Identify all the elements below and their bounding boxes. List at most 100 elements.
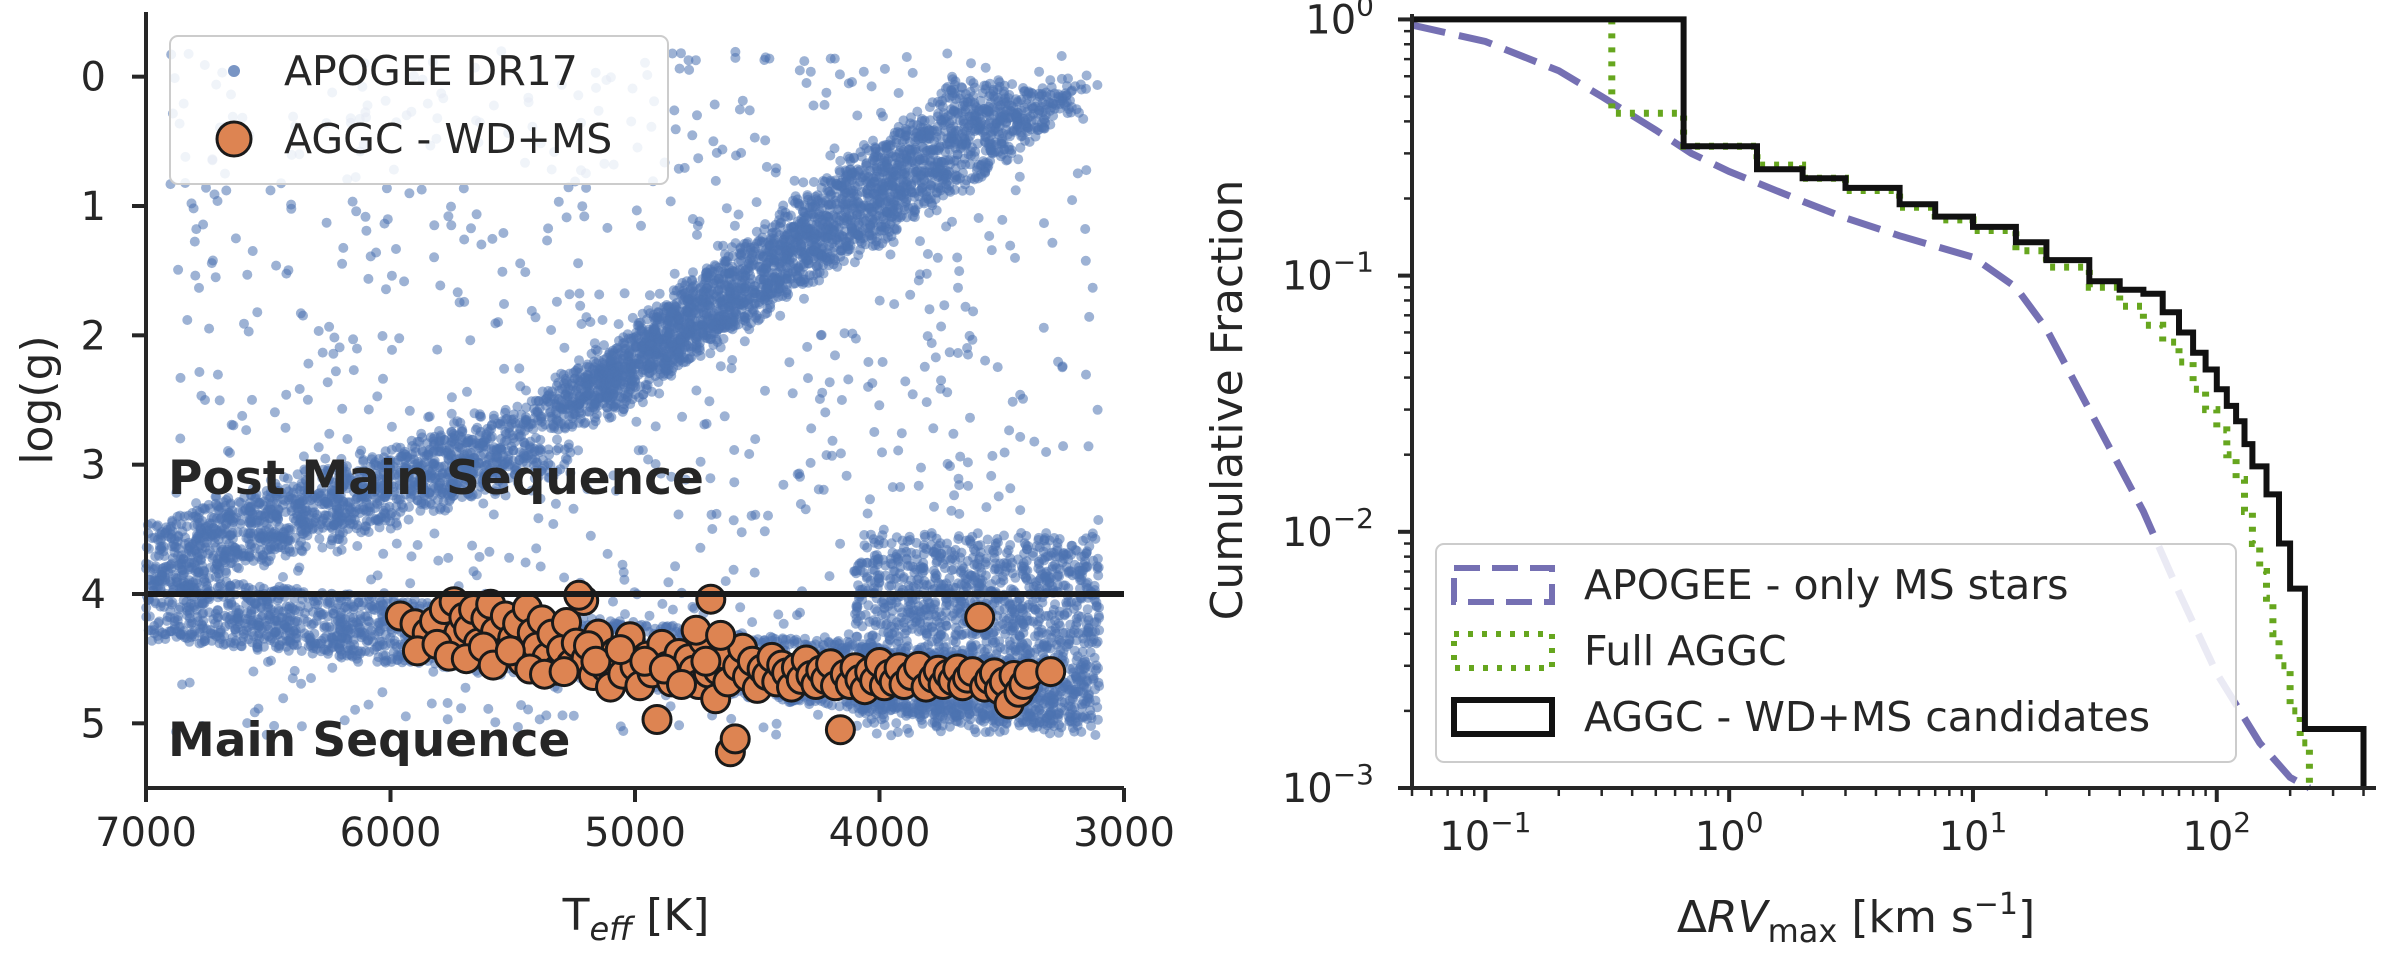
apogee-point bbox=[281, 389, 292, 400]
apogee-point bbox=[567, 403, 578, 414]
apogee-point bbox=[513, 429, 524, 440]
apogee-point bbox=[1039, 218, 1049, 229]
apogee-point bbox=[175, 372, 186, 383]
apogee-point bbox=[302, 394, 313, 405]
apogee-point bbox=[1015, 389, 1026, 400]
apogee-point bbox=[446, 220, 457, 231]
apogee-point bbox=[636, 220, 646, 231]
apogee-point bbox=[378, 548, 389, 559]
apogee-point bbox=[683, 311, 693, 322]
apogee-point bbox=[803, 373, 813, 384]
apogee-point bbox=[792, 610, 802, 621]
apogee-point bbox=[546, 325, 557, 335]
apogee-point bbox=[704, 289, 715, 300]
apogee-point bbox=[693, 153, 704, 164]
apogee-point bbox=[377, 331, 388, 341]
apogee-point bbox=[994, 116, 1005, 127]
apogee-point bbox=[416, 184, 427, 195]
apogee-point bbox=[476, 239, 487, 250]
apogee-point bbox=[247, 246, 258, 256]
apogee-point bbox=[955, 451, 966, 462]
apogee-point bbox=[423, 412, 434, 423]
apogee-point bbox=[1007, 396, 1018, 407]
apogee-point bbox=[263, 656, 273, 667]
apogee-point bbox=[204, 518, 215, 529]
apogee-point bbox=[715, 361, 726, 372]
apogee-point bbox=[912, 120, 923, 131]
apogee-point bbox=[869, 153, 880, 163]
apogee-point bbox=[916, 462, 926, 473]
apogee-point bbox=[676, 48, 686, 59]
apogee-point bbox=[867, 378, 878, 389]
apogee-point bbox=[726, 713, 737, 724]
apogee-point bbox=[329, 332, 340, 343]
apogee-point bbox=[888, 167, 898, 178]
apogee-point bbox=[824, 377, 835, 388]
apogee-point bbox=[551, 380, 562, 391]
apogee-point bbox=[365, 251, 376, 262]
apogee-point bbox=[536, 416, 547, 427]
apogee-point bbox=[1015, 431, 1026, 442]
apogee-point bbox=[589, 338, 600, 349]
apogee-point bbox=[1080, 255, 1091, 266]
apogee-point bbox=[753, 254, 764, 265]
apogee-point bbox=[730, 238, 741, 249]
apogee-point bbox=[729, 220, 740, 231]
apogee-point bbox=[947, 91, 958, 102]
apogee-point bbox=[799, 249, 810, 260]
apogee-point bbox=[814, 217, 825, 228]
apogee-point bbox=[248, 666, 259, 677]
apogee-point bbox=[973, 213, 984, 223]
apogee-point bbox=[303, 358, 314, 369]
apogee-point bbox=[670, 561, 681, 572]
apogee-point bbox=[729, 316, 740, 327]
apogee-point bbox=[850, 333, 861, 344]
apogee-point bbox=[866, 81, 877, 92]
apogee-point bbox=[699, 419, 710, 430]
apogee-point bbox=[329, 520, 340, 531]
apogee-point bbox=[673, 509, 684, 520]
apogee-point bbox=[879, 63, 890, 74]
apogee-point bbox=[564, 289, 575, 300]
apogee-point bbox=[645, 357, 656, 367]
apogee-point bbox=[669, 105, 680, 116]
apogee-point bbox=[481, 432, 491, 443]
apogee-point bbox=[443, 211, 454, 222]
apogee-point bbox=[950, 163, 961, 174]
apogee-point bbox=[1024, 136, 1035, 147]
apogee-point bbox=[570, 366, 581, 376]
apogee-point bbox=[999, 80, 1010, 91]
apogee-point bbox=[520, 267, 531, 278]
apogee-point bbox=[739, 336, 750, 347]
apogee-point bbox=[391, 538, 402, 549]
apogee-point bbox=[939, 157, 949, 168]
apogee-point bbox=[921, 397, 932, 408]
apogee-point bbox=[877, 357, 888, 367]
apogee-point bbox=[220, 557, 231, 567]
apogee-point bbox=[449, 418, 460, 429]
apogee-point bbox=[352, 343, 362, 354]
apogee-point bbox=[784, 229, 795, 240]
apogee-point bbox=[749, 132, 760, 143]
apogee-point bbox=[471, 209, 482, 220]
apogee-point bbox=[542, 235, 553, 246]
apogee-point bbox=[921, 268, 932, 279]
apogee-point bbox=[965, 86, 976, 97]
apogee-point bbox=[446, 408, 457, 419]
apogee-point bbox=[412, 540, 423, 550]
apogee-point bbox=[586, 390, 597, 401]
apogee-point bbox=[876, 107, 886, 118]
apogee-point bbox=[399, 276, 410, 287]
apogee-point bbox=[760, 385, 770, 396]
apogee-point bbox=[705, 473, 716, 484]
apogee-point bbox=[799, 293, 809, 304]
apogee-point bbox=[1053, 89, 1064, 100]
apogee-point bbox=[720, 576, 731, 587]
apogee-point bbox=[1014, 171, 1025, 182]
apogee-point bbox=[611, 378, 622, 388]
apogee-point bbox=[186, 198, 197, 209]
apogee-point bbox=[1005, 483, 1016, 494]
apogee-point bbox=[840, 196, 851, 207]
apogee-point bbox=[337, 527, 348, 538]
apogee-point bbox=[918, 143, 929, 154]
